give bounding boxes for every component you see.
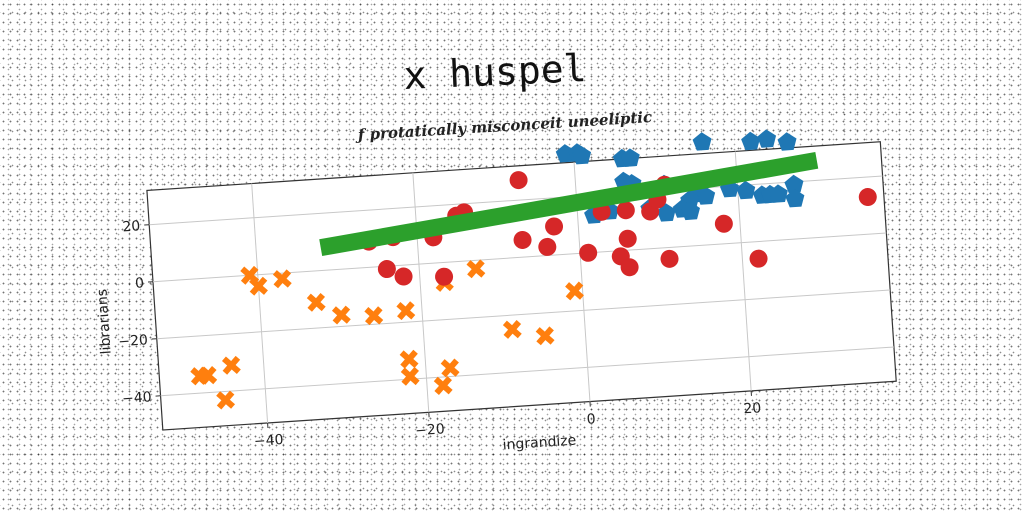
x-point xyxy=(535,326,555,346)
circle-point xyxy=(749,249,768,268)
x-tick-label: 0 xyxy=(586,411,596,428)
x-gridline xyxy=(251,183,269,424)
pentagon-point xyxy=(696,186,716,205)
circle-point xyxy=(858,188,877,207)
pentagon-point xyxy=(680,201,700,221)
circle-point xyxy=(618,229,637,248)
pentagon-point xyxy=(656,203,676,222)
plot-frame xyxy=(146,141,897,431)
pentagon-point xyxy=(736,180,756,200)
y-tick-label: 0 xyxy=(135,275,145,292)
y-gridline xyxy=(156,289,891,340)
x-point xyxy=(400,366,420,386)
tick-labels: −40 −20 0 20 −40 −20 0 20 xyxy=(118,218,762,450)
x-point xyxy=(249,276,268,296)
circle-point xyxy=(513,230,532,249)
x-point xyxy=(502,320,522,339)
plot-area: −40 −20 0 20 −40 −20 0 20 ingrandize librarians xyxy=(94,129,897,454)
chart-title: x huspel xyxy=(403,46,588,98)
trend-line xyxy=(319,151,819,257)
circle-point xyxy=(616,201,635,220)
x-point xyxy=(221,355,241,375)
pentagon-point xyxy=(741,131,761,151)
x-point xyxy=(216,390,236,410)
x-tick-label: −40 xyxy=(254,432,285,450)
circle-point xyxy=(620,258,639,277)
pentagon-point xyxy=(768,184,788,203)
pentagon-point xyxy=(757,129,777,148)
y-tick-label: 20 xyxy=(122,218,141,235)
y-tick-label: −20 xyxy=(118,332,149,350)
circle-point xyxy=(714,214,733,233)
circle-point xyxy=(377,260,396,279)
x-point xyxy=(272,269,292,289)
pentagon-point xyxy=(785,188,805,208)
x-point xyxy=(364,306,384,326)
x-point xyxy=(306,292,326,312)
x-point xyxy=(190,366,210,386)
x-point xyxy=(396,301,416,321)
circle-point xyxy=(509,171,528,190)
pentagon-point xyxy=(555,144,575,163)
x-point xyxy=(433,376,453,395)
pentagon-point xyxy=(784,174,804,194)
data-layer xyxy=(190,129,877,410)
circle-point xyxy=(538,237,557,256)
pentagon-point xyxy=(777,132,797,151)
y-tick-label: −40 xyxy=(122,389,153,407)
circle-point xyxy=(660,249,679,268)
gridlines xyxy=(144,151,894,429)
x-point xyxy=(399,349,419,369)
x-point xyxy=(331,305,351,325)
x-point xyxy=(440,358,460,378)
x-gridline xyxy=(412,172,430,413)
x-point xyxy=(466,259,486,279)
y-axis-label: librarians xyxy=(94,288,114,354)
pentagon-point xyxy=(692,132,712,151)
pentagon-point xyxy=(620,148,640,167)
x-tick-label: −20 xyxy=(415,421,446,439)
y-gridline xyxy=(160,346,894,397)
circle-point xyxy=(394,267,413,286)
chart-subtitle: ƒ protatically misconceit uneeliptic xyxy=(354,108,652,144)
y-gridline xyxy=(149,175,883,226)
x-point xyxy=(565,281,584,301)
circle-point xyxy=(435,267,454,286)
x-axis-label: ingrandize xyxy=(502,433,577,454)
pentagon-point xyxy=(572,145,592,165)
circle-point xyxy=(545,217,564,236)
x-tick-label: 20 xyxy=(743,400,762,417)
circle-point xyxy=(579,243,598,262)
